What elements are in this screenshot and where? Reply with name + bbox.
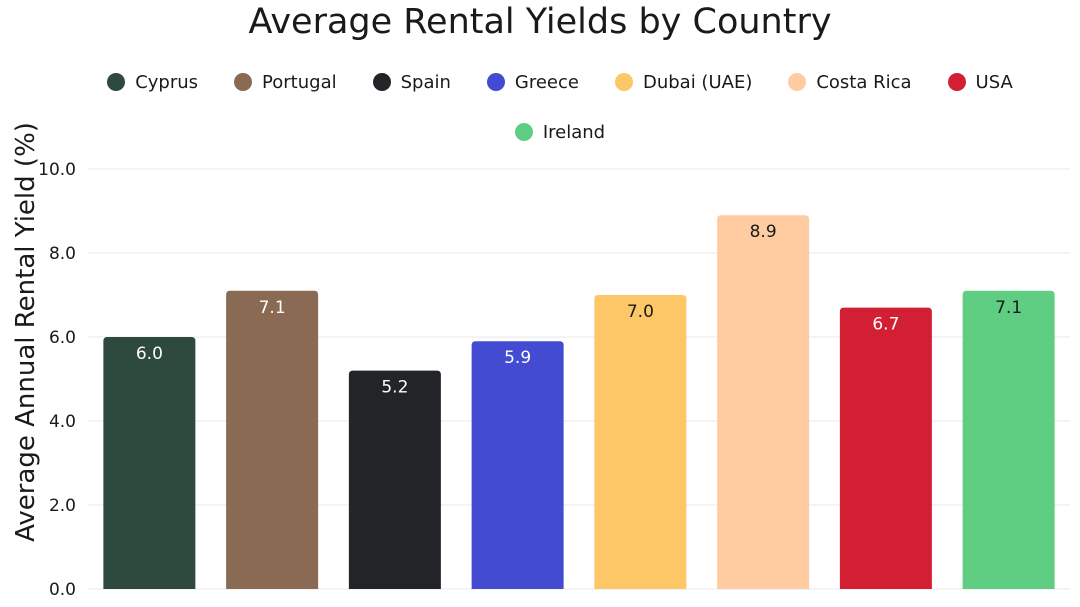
legend-label: Ireland xyxy=(542,121,606,143)
legend-label: Greece xyxy=(514,71,579,93)
legend-swatch xyxy=(486,73,505,91)
bar-ireland xyxy=(962,290,1055,589)
legend-row: Cyprus Portugal Spain Greece Dubai (UAE) Cost… xyxy=(60,66,1060,98)
legend-swatch xyxy=(234,73,253,91)
legend-item: Spain xyxy=(372,71,451,93)
legend-item: Dubai (UAE) xyxy=(614,71,753,93)
legend-item: Greece xyxy=(486,71,579,93)
bar-value-label: 6.0 xyxy=(136,344,163,364)
bar-value-label: 7.0 xyxy=(627,302,654,322)
bar-value-label: 6.7 xyxy=(872,315,899,335)
legend: Cyprus Portugal Spain Greece Dubai (UAE) Cost… xyxy=(60,66,1060,166)
legend-label: Dubai (UAE) xyxy=(642,71,753,93)
legend-label: Costa Rica xyxy=(816,71,912,93)
bar-greece xyxy=(471,341,564,589)
y-axis-label: Average Annual Rental Yield (%) xyxy=(11,122,41,542)
bar-portugal xyxy=(226,290,319,589)
legend-label: Cyprus xyxy=(135,71,199,93)
y-tick-label: 0.0 xyxy=(49,580,76,600)
bar-costa-rica xyxy=(717,215,810,589)
bar-value-label: 7.1 xyxy=(259,298,286,318)
legend-item: Portugal xyxy=(234,72,337,93)
bar-spain xyxy=(348,370,441,589)
legend-row: Ireland xyxy=(60,116,1060,148)
legend-item: USA xyxy=(947,71,1013,93)
legend-item: Ireland xyxy=(514,121,606,143)
legend-swatch xyxy=(372,73,391,91)
bar-cyprus xyxy=(103,337,196,589)
bar-value-label: 7.1 xyxy=(995,298,1022,318)
legend-item: Cyprus xyxy=(107,72,198,93)
legend-item: Costa Rica xyxy=(788,71,912,93)
bar-usa xyxy=(839,307,932,589)
bar-value-label: 5.2 xyxy=(381,378,408,398)
y-tick-label: 2.0 xyxy=(49,496,76,516)
y-tick-label: 6.0 xyxy=(49,328,76,348)
bar-value-label: 5.9 xyxy=(504,348,531,368)
legend-label: USA xyxy=(975,71,1013,93)
legend-label: Spain xyxy=(400,71,451,93)
y-tick-label: 8.0 xyxy=(49,244,76,264)
bar-dubai-uae xyxy=(594,295,687,589)
y-tick-label: 10.0 xyxy=(38,160,76,180)
legend-swatch xyxy=(788,73,807,91)
legend-swatch xyxy=(614,73,633,91)
y-tick-label: 4.0 xyxy=(49,412,76,432)
legend-swatch xyxy=(107,73,126,91)
legend-swatch xyxy=(947,73,966,91)
chart-title: Average Rental Yields by Country xyxy=(248,2,832,42)
legend-label: Portugal xyxy=(262,71,337,93)
legend-swatch xyxy=(514,123,533,141)
bar-value-label: 8.9 xyxy=(750,222,777,242)
